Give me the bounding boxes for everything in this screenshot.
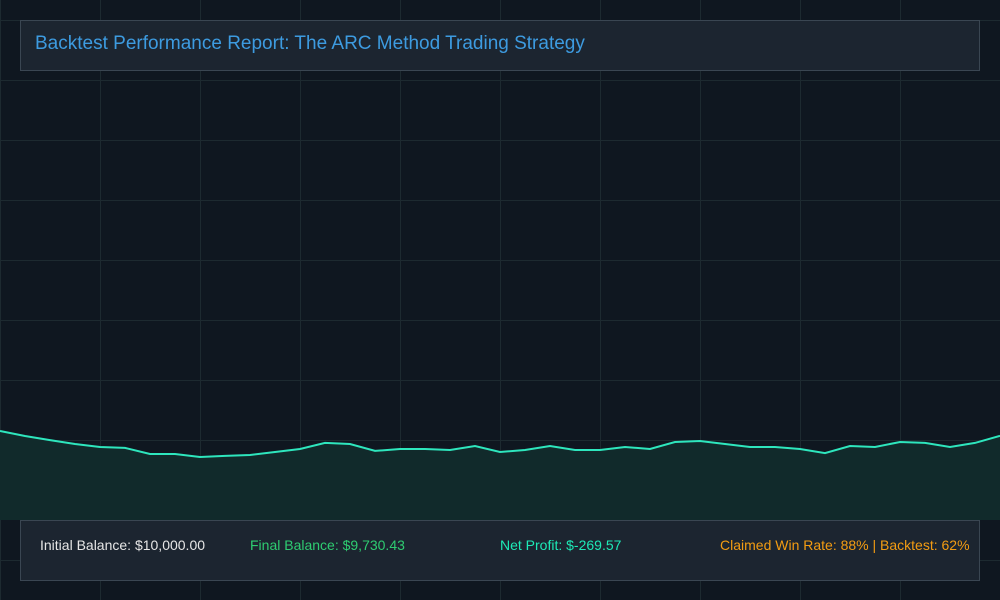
stat-text: Initial Balance: $10,000.00 — [40, 537, 206, 553]
stat-text: Claimed Win Rate: 88% | Backtest: 62% — [720, 537, 970, 553]
stat-text: Net Profit: $-269.57 — [500, 537, 622, 553]
footer: Initial Balance: $10,000.00 Final Balance… — [20, 520, 980, 581]
equity-line — [0, 430, 1000, 459]
stat-text: Final Balance: $9,730.43 — [250, 537, 405, 553]
header: Backtest Performance Report: The ARC Met… — [20, 20, 980, 71]
report-title: Backtest Performance Report: The ARC Met… — [35, 33, 585, 54]
area-fill — [0, 431, 1000, 520]
